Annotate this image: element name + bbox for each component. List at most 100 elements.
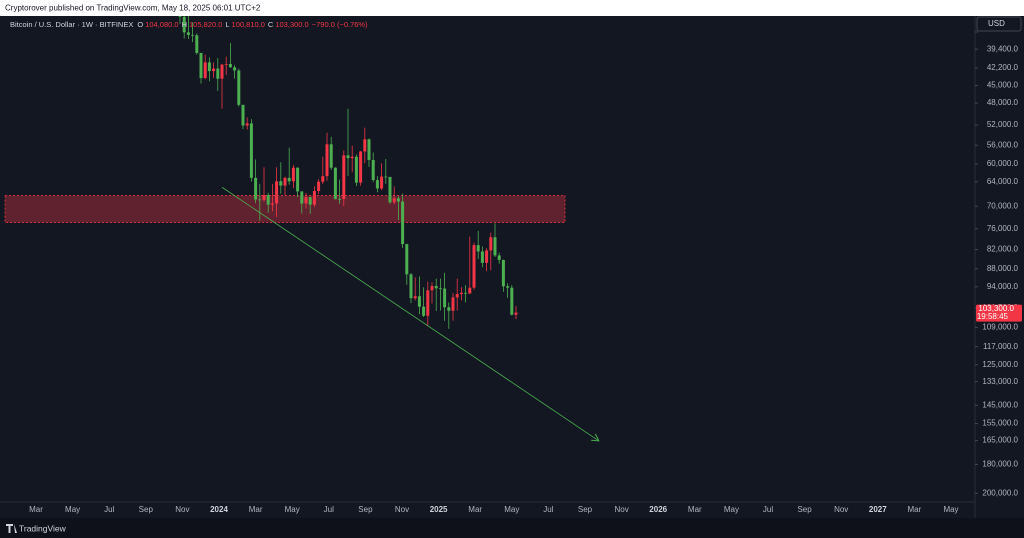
y-tick-label: 76,000.0 — [987, 224, 1019, 233]
y-tick-label: 180,000.0 — [982, 460, 1018, 469]
y-tick-label: 64,000.0 — [987, 177, 1019, 186]
x-tick-label: Jul — [763, 505, 773, 514]
x-tick-label: Sep — [797, 505, 812, 514]
x-tick-label: May — [65, 505, 80, 514]
candle-body — [317, 181, 321, 191]
candle-body — [254, 177, 258, 200]
x-tick-label: Mar — [688, 505, 702, 514]
candle-body — [476, 245, 480, 252]
legend: Bitcoin / U.S. Dollar · 1W · BITFINEX O 10… — [10, 20, 368, 29]
candle-body — [186, 32, 190, 35]
candle-body — [443, 288, 447, 308]
ohlc-value: 100,810.0 — [232, 20, 265, 29]
candle-body — [342, 155, 346, 200]
candle-body — [279, 181, 283, 186]
candle-body — [417, 296, 421, 307]
y-tick-label: 70,000.0 — [987, 201, 1019, 210]
candle-body — [354, 156, 358, 183]
candle-body — [409, 274, 413, 299]
y-tick-label: 56,000.0 — [987, 140, 1019, 149]
brand: TradingView — [19, 523, 67, 533]
candle-body — [438, 288, 442, 290]
y-tick-label: 88,000.0 — [987, 264, 1019, 273]
candle-body — [178, 16, 182, 17]
candle-body — [459, 292, 463, 294]
footer-bar — [0, 518, 1024, 538]
candle-body — [321, 176, 325, 182]
candle-body — [388, 177, 392, 203]
x-tick-label: Nov — [834, 505, 848, 514]
change: −790.0 (−0.76%) — [312, 20, 368, 29]
candle-body — [212, 68, 216, 72]
y-tick-label: 82,000.0 — [987, 245, 1019, 254]
x-tick-label: May — [285, 505, 300, 514]
y-tick-label: 145,000.0 — [982, 400, 1018, 409]
candle-body — [401, 201, 405, 245]
candle-body — [325, 144, 329, 177]
candle-body — [220, 64, 224, 79]
candle-body — [300, 191, 304, 204]
candle-body — [182, 16, 186, 33]
candle-body — [233, 67, 237, 71]
candle-body — [296, 167, 300, 192]
currency-box[interactable] — [976, 16, 1022, 32]
candle-body — [270, 203, 274, 205]
candle-body — [346, 155, 350, 159]
candle-body — [468, 287, 472, 294]
candle-body — [434, 285, 438, 289]
x-tick-label: Nov — [175, 505, 189, 514]
candle-body — [506, 286, 510, 288]
candle-body — [308, 197, 312, 205]
y-tick-label: 42,200.0 — [987, 63, 1019, 72]
candle-body — [359, 151, 363, 183]
candle-body — [497, 255, 501, 260]
brand-logo — [6, 524, 17, 533]
candle-body — [510, 287, 514, 315]
candle-body — [405, 244, 409, 275]
x-tick-label: Sep — [358, 505, 373, 514]
trendline — [221, 186, 598, 440]
candle-body — [413, 296, 417, 299]
candle-body — [426, 290, 430, 316]
candle-body — [392, 198, 396, 203]
candle-body — [396, 198, 400, 202]
x-tick-label: May — [724, 505, 739, 514]
ohlc-key: O — [137, 20, 143, 29]
candle-body — [329, 144, 333, 168]
published-note: Cryptorover published on TradingView.com… — [5, 4, 261, 13]
last-price: 103,300.0 — [978, 304, 1014, 313]
candle-body — [350, 156, 354, 159]
candle-body — [245, 123, 249, 126]
plot — [4, 16, 598, 441]
countdown: 19:58:45 — [977, 312, 1009, 321]
x-tick-label: Mar — [249, 505, 263, 514]
candle-body — [237, 70, 241, 105]
y-tick-label: 52,000.0 — [987, 120, 1019, 129]
candle-body — [422, 306, 426, 316]
y-tick-label: 155,000.0 — [982, 419, 1018, 428]
candle-body — [224, 64, 228, 65]
candle-body — [384, 176, 388, 178]
candle-body — [199, 52, 203, 79]
y-tick-label: 60,000.0 — [987, 159, 1019, 168]
ohlc-key: C — [268, 20, 274, 29]
candle-body — [363, 139, 367, 152]
candle-body — [451, 297, 455, 311]
x-tick-label: 2024 — [210, 505, 228, 514]
candle-body — [430, 285, 434, 291]
resistance-zone — [4, 194, 566, 224]
x-tick-label: Jul — [104, 505, 114, 514]
ohlc-value: 105,820.0 — [189, 20, 222, 29]
x-tick-label: Jul — [543, 505, 553, 514]
candle-body — [291, 167, 295, 182]
candle-body — [203, 62, 207, 79]
ohlc-key: L — [225, 20, 229, 29]
candle-body — [207, 62, 211, 72]
y-tick-label: 125,000.0 — [982, 360, 1018, 369]
x-tick-label: Jul — [324, 505, 334, 514]
y-tick-label: 133,000.0 — [982, 377, 1018, 386]
ohlc-value: 104,080.0 — [145, 20, 178, 29]
candle-body — [312, 190, 316, 205]
candle-body — [262, 195, 266, 200]
